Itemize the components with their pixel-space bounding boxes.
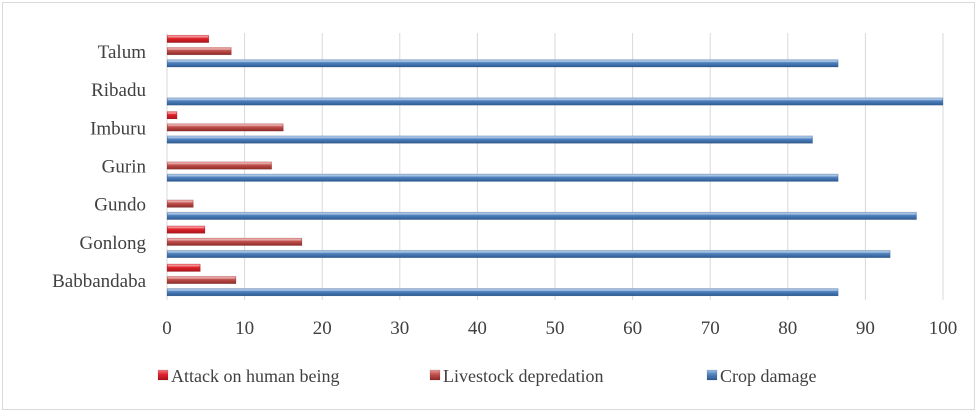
- bar-crop-damage: [166, 211, 917, 220]
- bar-crop-damage: [166, 59, 839, 68]
- category-label: Babbandaba: [52, 271, 146, 292]
- bar-highlight: [168, 251, 890, 253]
- bar-highlight: [168, 124, 283, 127]
- legend-swatch: [706, 369, 718, 381]
- bar-highlight: [168, 238, 302, 241]
- bar-highlight: [168, 226, 205, 229]
- bar-crop-damage: [166, 249, 891, 259]
- bar-livestock-depredation: [166, 199, 194, 208]
- x-tick-label: 20: [313, 318, 332, 339]
- x-tick-label: 60: [623, 318, 642, 339]
- legend-label: Crop damage: [720, 366, 816, 386]
- bar-highlight: [168, 277, 236, 279]
- x-tick-label: 30: [390, 318, 409, 339]
- bar-highlight: [168, 98, 942, 101]
- x-tick-label: 0: [162, 318, 172, 339]
- bar-highlight: [168, 162, 271, 165]
- x-tick-label: 40: [468, 318, 487, 339]
- x-tick-label: 80: [778, 318, 797, 339]
- bar-crop-damage: [166, 173, 839, 182]
- bar-attack-on-human-being: [166, 34, 210, 43]
- bar-livestock-depredation: [166, 161, 273, 170]
- bar-highlight: [168, 60, 838, 63]
- bar-livestock-depredation: [166, 237, 303, 246]
- category-label: Gurin: [102, 157, 147, 178]
- x-tick-label: 100: [929, 318, 958, 339]
- x-tick-label: 10: [235, 318, 254, 339]
- x-tick-label: 90: [856, 318, 875, 339]
- bar-highlight: [168, 200, 193, 203]
- bar-highlight: [168, 136, 812, 139]
- bar-highlight: [168, 174, 838, 177]
- x-tick-label: 70: [701, 318, 720, 339]
- bar-crop-damage: [166, 288, 839, 297]
- bar-highlight: [168, 36, 208, 38]
- legend-swatch: [429, 369, 441, 381]
- bar-crop-damage: [166, 97, 944, 106]
- bar-attack-on-human-being: [166, 225, 206, 234]
- legend-swatch: [157, 369, 169, 381]
- x-tick-label: 50: [546, 318, 565, 339]
- chart-frame: [2, 2, 975, 410]
- category-label: Gundo: [94, 195, 146, 216]
- bar-highlight: [168, 48, 231, 50]
- bar-crop-damage: [166, 135, 813, 144]
- category-label: Ribadu: [91, 80, 146, 101]
- legend-label: Attack on human being: [171, 366, 339, 386]
- bar-attack-on-human-being: [166, 263, 201, 272]
- bar-highlight: [168, 112, 177, 114]
- bar-highlight: [168, 264, 200, 267]
- legend-label: Livestock depredation: [443, 366, 603, 386]
- category-label: Imburu: [90, 118, 146, 139]
- category-label: Talum: [98, 42, 146, 63]
- category-label: Gonlong: [80, 233, 147, 254]
- bar-highlight: [168, 213, 916, 215]
- bar-highlight: [168, 289, 838, 291]
- bar-livestock-depredation: [166, 275, 237, 284]
- bar-attack-on-human-being: [166, 111, 178, 120]
- bar-livestock-depredation: [166, 47, 232, 56]
- bar-livestock-depredation: [166, 123, 284, 132]
